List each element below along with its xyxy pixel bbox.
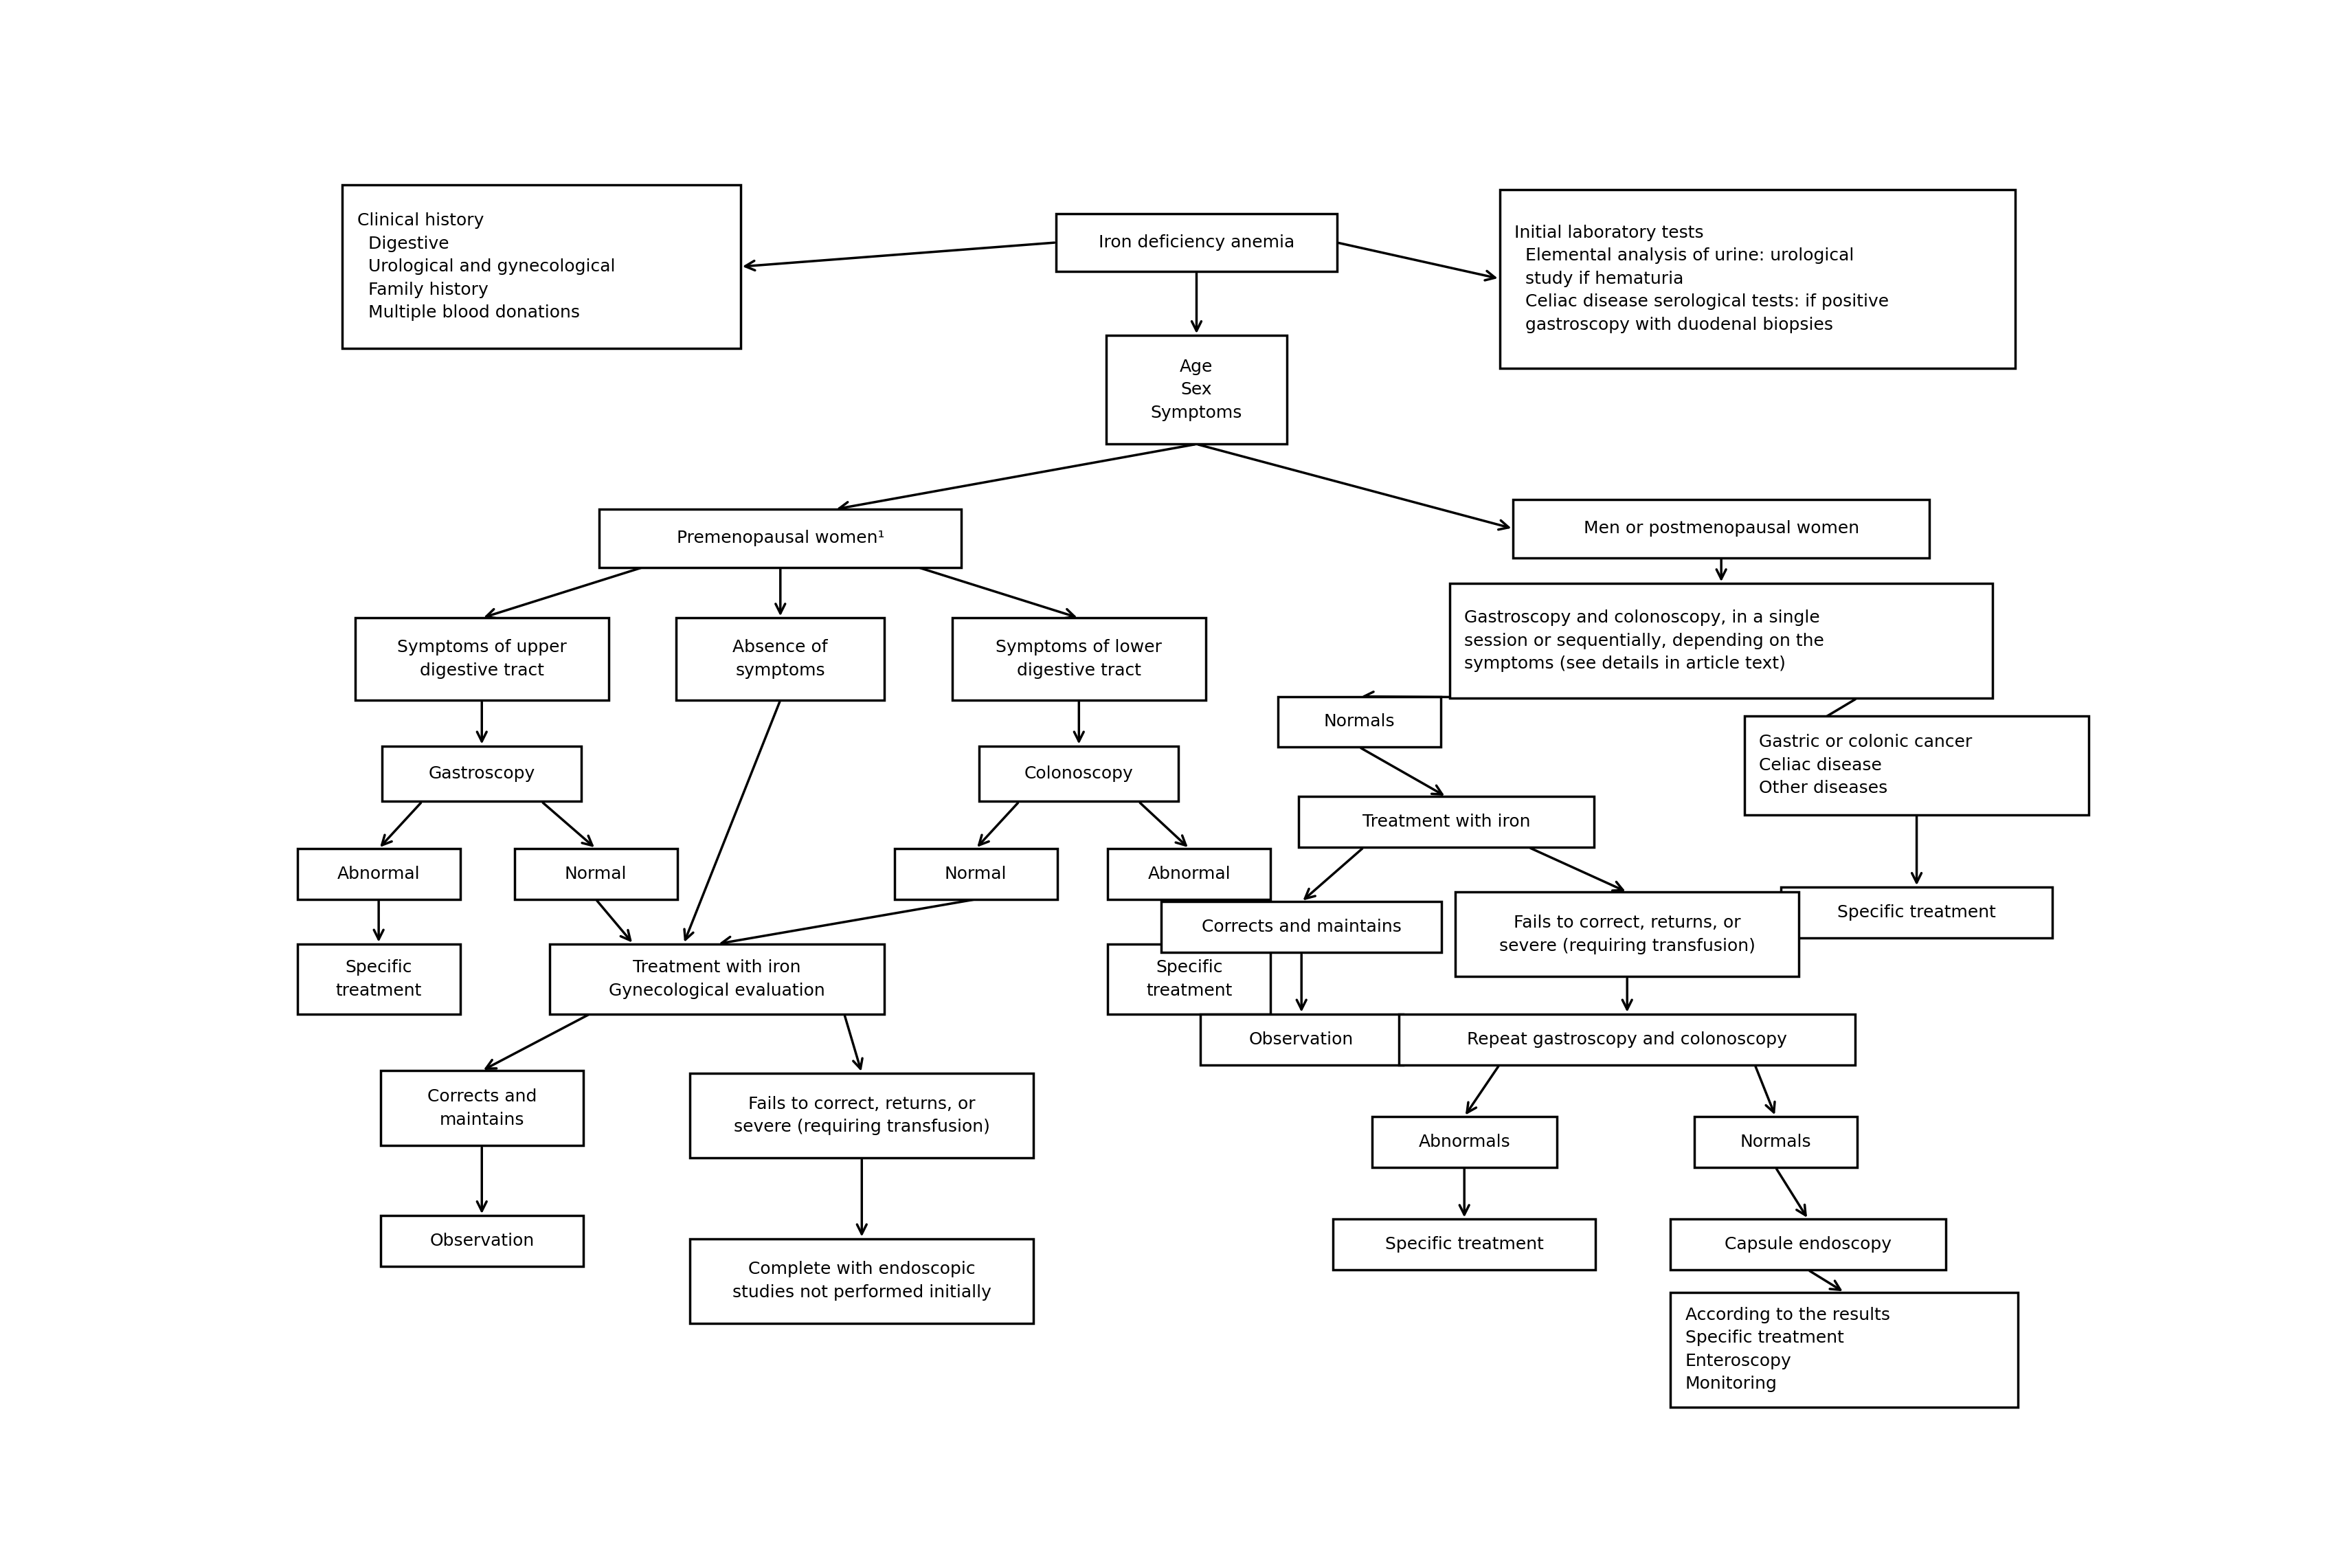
Text: Age
Sex
Symptoms: Age Sex Symptoms <box>1151 359 1242 422</box>
Text: Specific treatment: Specific treatment <box>1837 905 1996 920</box>
FancyBboxPatch shape <box>343 185 740 348</box>
Text: Corrects and
maintains: Corrects and maintains <box>427 1088 537 1127</box>
Text: Specific treatment: Specific treatment <box>1384 1236 1543 1253</box>
Text: According to the results
Specific treatment
Enteroscopy
Monitoring: According to the results Specific treatm… <box>1685 1306 1888 1392</box>
Text: Repeat gastroscopy and colonoscopy: Repeat gastroscopy and colonoscopy <box>1466 1032 1788 1047</box>
Text: Observation: Observation <box>429 1232 534 1250</box>
FancyBboxPatch shape <box>1106 336 1286 444</box>
FancyBboxPatch shape <box>1055 213 1337 271</box>
Text: Specific
treatment: Specific treatment <box>1146 960 1232 999</box>
Text: Treatment with iron: Treatment with iron <box>1361 814 1529 831</box>
FancyBboxPatch shape <box>1694 1116 1856 1167</box>
FancyBboxPatch shape <box>1449 583 1993 698</box>
FancyBboxPatch shape <box>380 1071 584 1146</box>
FancyBboxPatch shape <box>1498 190 2014 368</box>
Text: Normals: Normals <box>1323 713 1393 731</box>
FancyBboxPatch shape <box>894 848 1057 900</box>
FancyBboxPatch shape <box>600 510 962 568</box>
Text: Normal: Normal <box>945 866 1006 883</box>
FancyBboxPatch shape <box>296 848 460 900</box>
FancyBboxPatch shape <box>691 1239 1034 1323</box>
FancyBboxPatch shape <box>1781 887 2052 938</box>
Text: Abnormals: Abnormals <box>1419 1134 1510 1151</box>
FancyBboxPatch shape <box>383 746 581 801</box>
Text: Normal: Normal <box>565 866 628 883</box>
Text: Initial laboratory tests
  Elemental analysis of urine: urological
  study if he: Initial laboratory tests Elemental analy… <box>1515 224 1888 332</box>
FancyBboxPatch shape <box>1160 902 1442 952</box>
Text: Complete with endoscopic
studies not performed initially: Complete with endoscopic studies not per… <box>733 1261 992 1300</box>
Text: Premenopausal women¹: Premenopausal women¹ <box>677 530 885 547</box>
Text: Normals: Normals <box>1739 1134 1811 1151</box>
FancyBboxPatch shape <box>952 618 1204 699</box>
Text: Abnormal: Abnormal <box>1148 866 1230 883</box>
Text: Gastroscopy: Gastroscopy <box>429 765 534 782</box>
FancyBboxPatch shape <box>1512 500 1928 558</box>
Text: Observation: Observation <box>1249 1032 1354 1047</box>
FancyBboxPatch shape <box>1298 797 1594 847</box>
FancyBboxPatch shape <box>1200 1014 1403 1065</box>
Text: Abnormal: Abnormal <box>336 866 420 883</box>
FancyBboxPatch shape <box>1277 696 1440 748</box>
Text: Gastric or colonic cancer
Celiac disease
Other diseases: Gastric or colonic cancer Celiac disease… <box>1760 734 1972 797</box>
Text: Clinical history
  Digestive
  Urological and gynecological
  Family history
  M: Clinical history Digestive Urological an… <box>357 212 614 321</box>
FancyBboxPatch shape <box>513 848 677 900</box>
FancyBboxPatch shape <box>548 944 885 1014</box>
FancyBboxPatch shape <box>355 618 609 699</box>
Text: Fails to correct, returns, or
severe (requiring transfusion): Fails to correct, returns, or severe (re… <box>733 1096 990 1135</box>
FancyBboxPatch shape <box>1109 944 1270 1014</box>
FancyBboxPatch shape <box>296 944 460 1014</box>
FancyBboxPatch shape <box>380 1215 584 1267</box>
FancyBboxPatch shape <box>677 618 885 699</box>
Text: Iron deficiency anemia: Iron deficiency anemia <box>1099 234 1293 251</box>
Text: Corrects and maintains: Corrects and maintains <box>1202 919 1400 935</box>
Text: Colonoscopy: Colonoscopy <box>1025 765 1132 782</box>
FancyBboxPatch shape <box>1109 848 1270 900</box>
FancyBboxPatch shape <box>980 746 1179 801</box>
FancyBboxPatch shape <box>691 1073 1034 1157</box>
Text: Capsule endoscopy: Capsule endoscopy <box>1725 1236 1891 1253</box>
FancyBboxPatch shape <box>1454 892 1800 977</box>
Text: Fails to correct, returns, or
severe (requiring transfusion): Fails to correct, returns, or severe (re… <box>1498 914 1755 953</box>
Text: Specific
treatment: Specific treatment <box>336 960 422 999</box>
FancyBboxPatch shape <box>1743 715 2089 815</box>
Text: Absence of
symptoms: Absence of symptoms <box>733 640 829 679</box>
Text: Symptoms of upper
digestive tract: Symptoms of upper digestive tract <box>397 640 567 679</box>
Text: Treatment with iron
Gynecological evaluation: Treatment with iron Gynecological evalua… <box>609 960 824 999</box>
FancyBboxPatch shape <box>1671 1220 1944 1270</box>
Text: Men or postmenopausal women: Men or postmenopausal women <box>1582 521 1858 536</box>
FancyBboxPatch shape <box>1372 1116 1557 1167</box>
FancyBboxPatch shape <box>1398 1014 1856 1065</box>
FancyBboxPatch shape <box>1671 1292 2017 1406</box>
Text: Gastroscopy and colonoscopy, in a single
session or sequentially, depending on t: Gastroscopy and colonoscopy, in a single… <box>1463 610 1823 673</box>
Text: Symptoms of lower
digestive tract: Symptoms of lower digestive tract <box>997 640 1162 679</box>
FancyBboxPatch shape <box>1333 1220 1594 1270</box>
